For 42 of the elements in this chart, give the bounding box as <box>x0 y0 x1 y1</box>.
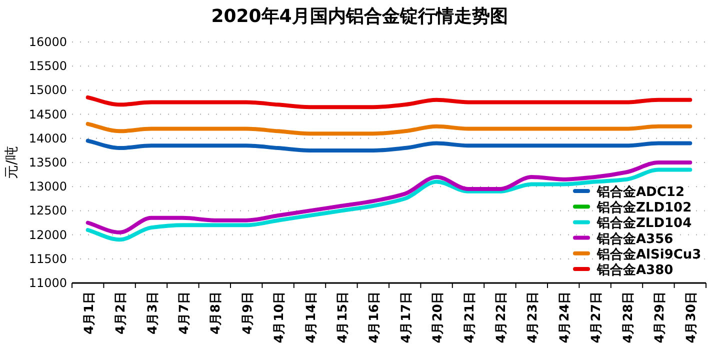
y-tick-label: 11000 <box>28 276 67 290</box>
x-tick-label: 4月17日 <box>398 291 413 344</box>
x-tick-label: 4月1日 <box>80 291 96 334</box>
legend-label: 铝合金A356 <box>596 230 674 247</box>
y-tick-label: 12000 <box>28 228 67 242</box>
y-tick-label: 14500 <box>28 107 67 122</box>
line-series <box>86 122 692 136</box>
x-tick-label: 4月10日 <box>271 291 286 344</box>
y-tick-label: 11500 <box>28 252 67 266</box>
legend-label: 铝合金ZLD104 <box>596 215 692 232</box>
y-axis-title: 元/吨 <box>4 146 20 179</box>
x-tick-label: 4月2日 <box>112 291 128 334</box>
legend-label: 铝合金ADC12 <box>596 184 684 200</box>
x-tick-label: 4月8日 <box>208 291 223 334</box>
x-tick-label: 4月9日 <box>239 291 254 334</box>
x-tick-label: 4月30日 <box>683 291 698 344</box>
line-series <box>86 138 692 152</box>
x-tick-label: 4月7日 <box>176 291 191 334</box>
x-tick-label: 4月22日 <box>492 291 508 344</box>
y-tick-label: 13000 <box>28 180 67 194</box>
x-tick-label: 4月14日 <box>302 291 318 344</box>
legend-label: 铝合金A380 <box>596 262 674 278</box>
y-tick-label: 15500 <box>28 59 67 74</box>
legend-label: 铝合金ZLD102 <box>596 200 692 216</box>
y-tick-label: 13500 <box>28 156 67 170</box>
x-tick-label: 4月24日 <box>556 291 572 344</box>
x-tick-label: 4月27日 <box>588 291 604 344</box>
x-tick-label: 4月3日 <box>144 291 160 334</box>
x-tick-label: 4月15日 <box>334 291 350 344</box>
y-tick-label: 16000 <box>28 35 67 49</box>
y-tick-label: 12500 <box>28 204 67 218</box>
y-tick-label: 14000 <box>28 131 67 146</box>
chart-title: 2020年4月国内铝合金锭行情走势图 <box>211 6 508 27</box>
x-tick-label: 4月16日 <box>366 291 382 344</box>
line-series <box>86 95 692 110</box>
x-tick-label: 4月20日 <box>430 291 445 344</box>
legend-label: 铝合金AlSi9Cu3 <box>596 246 702 262</box>
x-tick-label: 4月21日 <box>461 291 476 344</box>
y-tick-label: 15000 <box>28 83 67 98</box>
x-tick-label: 4月28日 <box>620 291 635 344</box>
x-tick-label: 4月23日 <box>524 291 540 344</box>
x-tick-label: 4月29日 <box>651 291 666 344</box>
